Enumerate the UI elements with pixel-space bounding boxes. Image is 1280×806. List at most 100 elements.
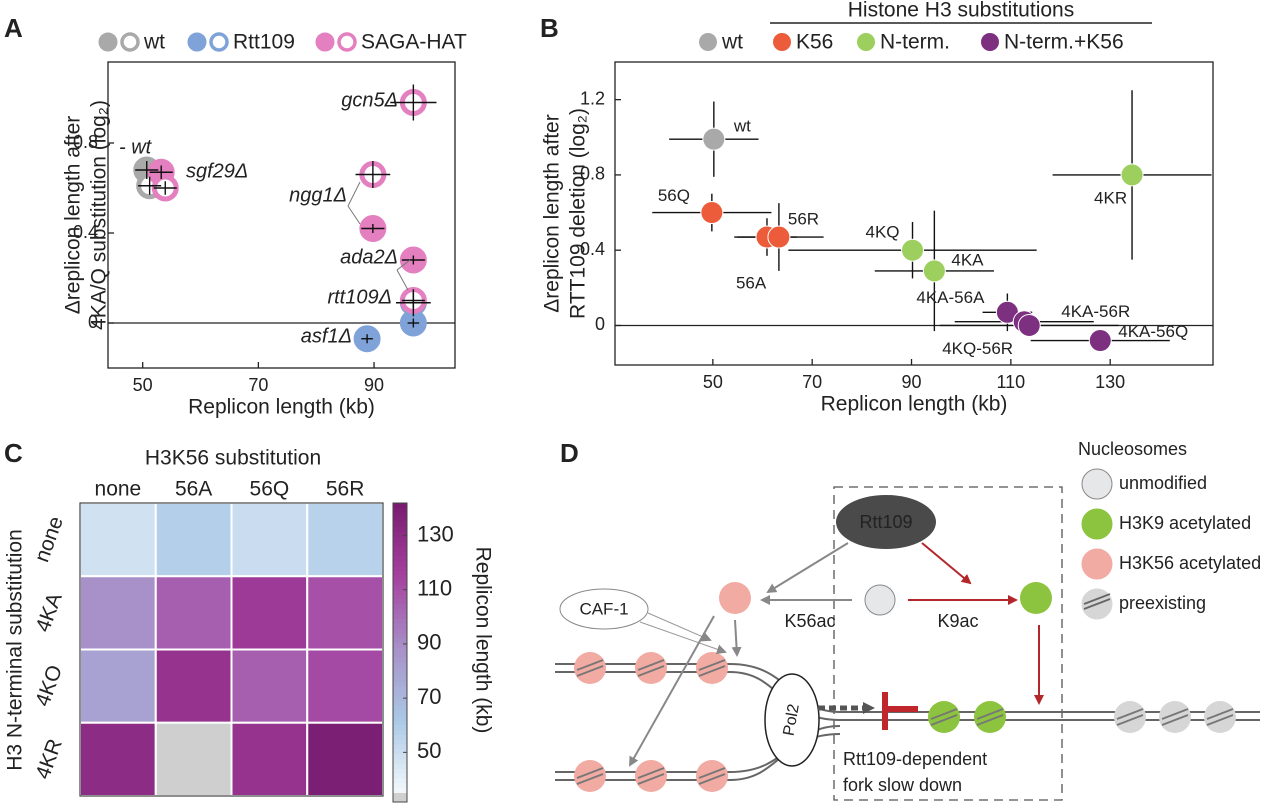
k56ac-nucleosome [574,652,606,684]
missing-cell [154,721,233,797]
colorbar-step [393,517,407,523]
point-annotation: ngg1Δ [289,184,347,206]
colorbar-step [393,522,407,528]
colorbar-step [393,575,407,581]
colorbar-step [393,778,407,784]
legend-label: wt [143,31,165,54]
legend-label: SAGA-HAT [361,31,467,54]
colorbar-step [393,623,407,630]
point [1088,329,1112,353]
x-axis-label: H3K56 substitution [145,447,321,470]
dna-mark [1206,708,1234,720]
dna-mark [698,659,726,671]
x-tick-label: 50 [703,372,723,392]
x-tick-label: 70 [802,372,822,392]
nucleosome-key [1081,508,1113,540]
point [700,201,724,225]
nucleosome-key [1081,548,1113,580]
row-label: 4KO [31,662,67,709]
colorbar-step [393,633,407,639]
arrow [647,612,712,642]
colorbar-step [393,686,407,693]
point-label: wt [733,117,751,136]
colorbar-step [393,715,407,722]
colorbar-step [393,546,407,552]
point [702,127,726,151]
point-annotation: ada2Δ [340,246,398,268]
panel-label: A [4,13,23,43]
k9ac-nucleosome [1020,582,1052,614]
dna-mark [637,659,665,671]
plot-frame [107,61,456,369]
k56ac-nucleosome [696,760,728,792]
y-axis-label: H3 N-terminal substitution [4,529,27,771]
colorbar-step [393,681,407,688]
colorbar-tick-label: 110 [417,576,452,601]
heatmap-cell [306,648,384,724]
colorbar-step [393,754,407,760]
legend-label: preexisting [1119,593,1206,613]
legend-marker [337,32,357,52]
colorbar-step [393,507,407,514]
colorbar-step [393,652,407,659]
legend-marker [187,32,207,52]
colorbar-step [393,696,407,702]
k56ac-nucleosome [635,652,667,684]
point-label: 56A [736,274,767,293]
colorbar-step [393,585,407,591]
dna-mark [930,714,958,726]
row-label: 4KA [32,590,67,635]
colorbar-step [393,720,407,726]
x-tick-label: 110 [997,372,1026,392]
point [1120,163,1144,187]
colorbar-step [393,648,407,654]
dna-mark [1161,714,1189,726]
colorbar-missing [393,793,407,802]
y-axis-label: 4KA/Q substitution (log₂) [88,100,111,330]
colorbar-step [393,628,407,635]
colorbar-step [393,503,407,509]
legend-title: Histone H3 substitutions [848,0,1074,22]
point-label: 4KA-56R [1061,302,1130,321]
colorbar-step [393,536,407,543]
colorbar-step [393,527,407,533]
colorbar-step [393,570,407,577]
row-label: none [30,513,68,565]
colorbar-step [393,749,407,755]
k56ac-nucleosome [696,652,728,684]
old-nucleosome [1204,701,1236,733]
old-nucleosome [1159,701,1191,733]
dna-mark [1161,708,1189,720]
dna-mark [576,773,604,785]
colorbar-step [393,735,407,741]
legend-marker [315,32,335,52]
colorbar-step [393,512,407,519]
dashed-box [833,486,1063,801]
y-tick-label: 0 [595,314,605,334]
point [922,259,946,283]
point-annotation: rtt109Δ [327,286,392,308]
dna-mark [637,773,665,785]
annotation-leader [396,259,411,271]
colorbar-tick-label: 90 [417,630,441,655]
point-annotation: gcn5Δ [341,89,398,111]
row-label: 4KR [31,736,67,782]
heatmap-cell [79,648,157,724]
dna-mark [576,767,604,779]
colorbar-step [393,541,407,548]
column-label: 56Q [250,478,290,501]
point-label: 4KR [1094,188,1127,207]
plot-frame [614,61,1214,366]
colorbar-step [393,744,407,751]
colorbar-step [393,619,407,625]
y-tick-label: 1.2 [580,88,605,108]
heatmap-cell [154,502,233,578]
heatmap-cell [306,575,384,651]
heatmap-cell [306,502,384,578]
legend-marker [120,32,140,52]
legend-label: N-term.+K56 [1004,31,1124,54]
old-nucleosome [1114,701,1146,733]
colorbar-tick-label: 130 [417,521,454,546]
dna-mark [698,767,726,779]
colorbar-step [393,532,407,538]
